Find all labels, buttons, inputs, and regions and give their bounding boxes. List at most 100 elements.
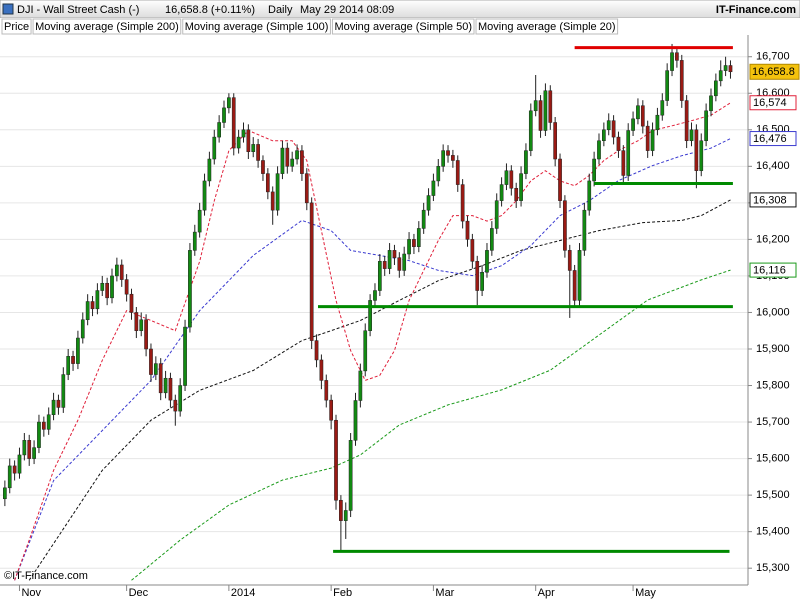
y-tick-label: 15,300 [756, 562, 790, 574]
candle-body [377, 261, 382, 291]
candle-body [90, 301, 95, 310]
plot-area [3, 43, 733, 581]
end-value-box [749, 262, 797, 278]
candle-body [7, 465, 12, 489]
candle-body [397, 257, 402, 271]
candle-body [37, 421, 41, 448]
grid [0, 19, 748, 569]
candle-body [606, 120, 611, 131]
candle-body [324, 380, 329, 401]
legend: Price Moving average (Simple 200) Moving a… [1, 18, 619, 35]
candle-body [46, 414, 51, 430]
legend-bar [0, 18, 800, 35]
candle-body [280, 147, 285, 174]
candle-body [153, 363, 158, 375]
candle-body [251, 144, 256, 152]
candle-body [382, 261, 387, 269]
candle-body [329, 399, 333, 421]
candle-body [71, 356, 75, 364]
candle-body [129, 293, 134, 313]
candle-body [76, 337, 80, 364]
candle-body [626, 130, 631, 176]
candle-body [538, 100, 543, 131]
moving-average-line [14, 102, 731, 581]
candle-body [212, 136, 217, 160]
candle-body [655, 114, 660, 131]
end-value-label: 16,574 [753, 97, 787, 109]
y-tick-label: 15,600 [756, 453, 790, 465]
candle-body [616, 136, 621, 151]
candle-body [202, 180, 207, 211]
candle-body [436, 166, 441, 182]
candle-body [567, 250, 572, 271]
legend-box [182, 18, 331, 35]
candle-body [173, 399, 178, 412]
candle-body [489, 228, 494, 251]
legend-label: Moving average (Simple 100) [185, 21, 329, 33]
candle-body [728, 65, 733, 73]
candle-body [158, 363, 163, 394]
moving-average-line [14, 138, 731, 581]
candle-body [504, 170, 509, 185]
candle-body [694, 129, 699, 171]
candle-body [645, 125, 650, 151]
candle-body [41, 421, 46, 430]
candle-body [455, 160, 460, 185]
candle-body [392, 250, 397, 258]
candle-body [222, 107, 226, 123]
candle-body [285, 147, 290, 167]
candle-body [124, 279, 129, 295]
right-axis-bg [748, 18, 800, 600]
candle-body [261, 160, 265, 174]
timestamp: May 29 2014 08:09 [300, 4, 394, 16]
candle-body [402, 253, 407, 271]
candle-body [528, 110, 533, 151]
legend-box [475, 18, 619, 35]
candle-body [426, 195, 431, 211]
candle-body [56, 399, 61, 408]
candle-body [714, 80, 718, 97]
candle-body [709, 95, 713, 112]
x-tick-label: Apr [538, 587, 555, 599]
candle-body [723, 65, 728, 71]
candle-body [563, 200, 567, 251]
candle-body [416, 228, 421, 247]
y-tick-label: 16,200 [756, 233, 790, 245]
candle-body [373, 290, 377, 301]
candle-body [553, 122, 558, 160]
legend-label: Moving average (Simple 200) [35, 21, 179, 33]
candle-body [95, 290, 100, 310]
candle-body [358, 370, 363, 401]
candle-body [80, 319, 85, 339]
candle-body [275, 173, 280, 211]
axes: 16,80016,70016,60016,50016,40016,30016,2… [0, 14, 800, 600]
end-value-label: 16,116 [753, 264, 786, 276]
candle-body [353, 400, 358, 441]
candle-body [163, 377, 168, 394]
last-price-label: 16,658.8 [752, 66, 795, 78]
candle-body [431, 180, 436, 196]
candle-body [587, 180, 592, 211]
candle-body [636, 105, 640, 120]
candle-body [290, 158, 295, 167]
candle-body [241, 129, 246, 138]
y-tick-label: 16,700 [756, 51, 790, 63]
candle-body [533, 100, 538, 112]
candle-body [485, 250, 489, 273]
end-value-box [749, 131, 797, 147]
moving-average-line [28, 199, 731, 581]
end-value-label: 16,308 [753, 194, 787, 206]
candle-body [100, 282, 105, 291]
candle-body [66, 356, 71, 375]
candle-body [509, 170, 514, 189]
y-tick-label: 15,700 [756, 416, 790, 428]
candle-body [679, 60, 684, 101]
candle-body [168, 377, 173, 401]
candle-body [470, 239, 475, 262]
candle-body [309, 202, 314, 341]
candle-body [300, 150, 304, 174]
candle-body [139, 319, 144, 331]
candle-body [611, 120, 616, 138]
x-tick-label: May [635, 587, 656, 599]
bottom-axis-bg [0, 585, 800, 600]
